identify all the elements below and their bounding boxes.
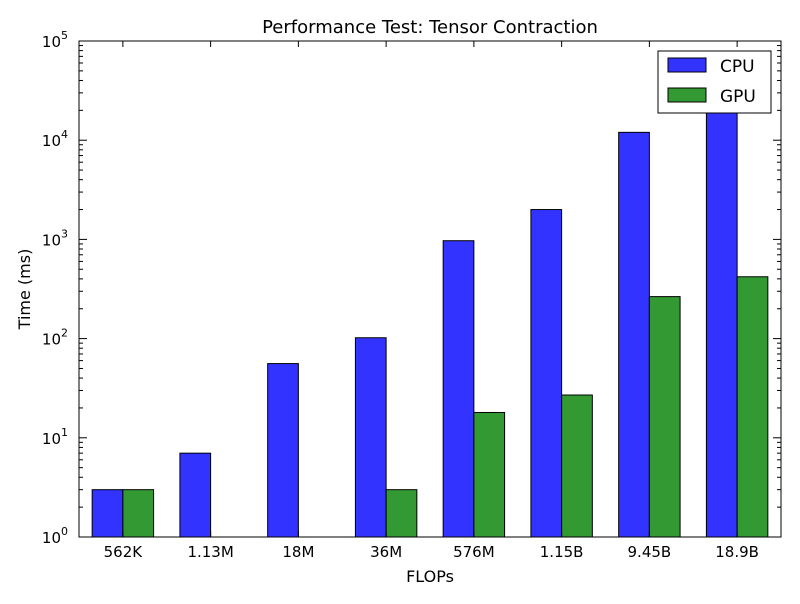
x-tick-label-2: 18M <box>282 543 314 561</box>
legend: CPU GPU <box>657 50 772 114</box>
bar-gpu-0 <box>122 489 155 538</box>
bar-gpu-5 <box>561 394 593 538</box>
x-tick-label-1: 1.13M <box>187 543 233 561</box>
bar-gpu-3 <box>385 489 418 538</box>
legend-swatch-cpu <box>667 57 707 73</box>
legend-label-gpu: GPU <box>720 87 756 107</box>
bar-cpu-0 <box>91 489 124 538</box>
x-tick-label-3: 36M <box>370 543 402 561</box>
y-tick-label-5: 105 <box>42 29 68 51</box>
x-tick-label-5: 1.15B <box>540 543 584 561</box>
y-tick-label-4: 104 <box>42 128 68 150</box>
y-tick-label-3: 103 <box>42 227 68 249</box>
bars-layer <box>91 109 769 538</box>
x-tick-label-6: 9.45B <box>628 543 672 561</box>
x-tick-label-0: 562K <box>104 543 144 561</box>
bar-cpu-4 <box>442 240 475 538</box>
legend-label-cpu: CPU <box>720 57 755 77</box>
bar-cpu-3 <box>354 337 387 538</box>
x-tick-label-4: 576M <box>453 543 495 561</box>
x-axis-label: FLOPs <box>406 567 454 586</box>
bar-gpu-7 <box>736 276 769 538</box>
chart-title: Performance Test: Tensor Contraction <box>262 17 598 38</box>
bar-cpu-1 <box>179 452 212 538</box>
bar-gpu-4 <box>473 411 506 538</box>
bar-cpu-2 <box>267 363 299 538</box>
bar-cpu-7 <box>705 109 738 538</box>
ticks-layer: 562K 1.13M 18M 36M 576M 1.15B 9.45B 18.9B 100 101… <box>42 29 781 561</box>
y-tick-label-1: 101 <box>42 426 68 448</box>
bar-cpu-5 <box>530 209 563 538</box>
y-tick-label-2: 102 <box>42 327 68 349</box>
y-axis-label: Time (ms) <box>15 249 34 331</box>
plot-area-frame <box>78 40 782 538</box>
x-tick-label-7: 18.9B <box>715 543 759 561</box>
y-tick-label-0: 100 <box>42 525 68 547</box>
bar-gpu-6 <box>648 296 681 538</box>
legend-swatch-gpu <box>667 87 707 103</box>
bar-cpu-6 <box>618 131 650 538</box>
